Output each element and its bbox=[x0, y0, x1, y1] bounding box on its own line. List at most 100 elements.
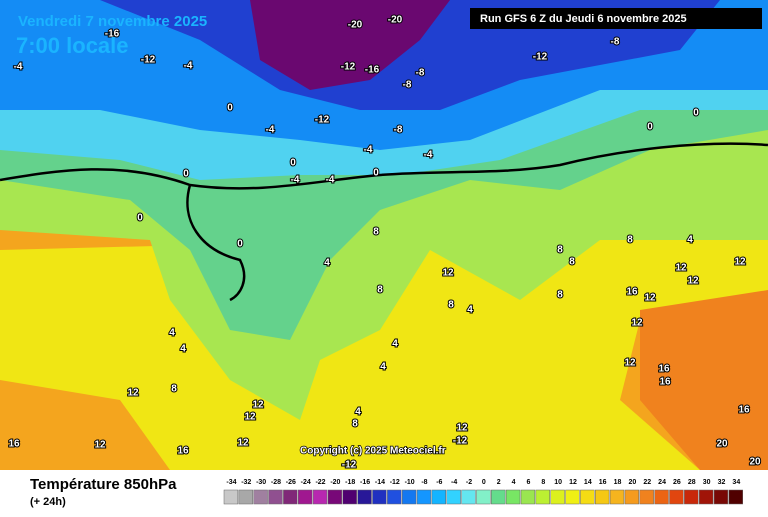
map-title: Vendredi 7 novembre 2025 bbox=[18, 13, 207, 30]
contour-label: -12 bbox=[341, 62, 356, 73]
contour-label: -12 bbox=[141, 55, 156, 66]
legend-label: 4 bbox=[512, 479, 516, 486]
zero-isotherm bbox=[0, 142, 768, 190]
legend-swatch bbox=[550, 489, 565, 505]
zone-orange-east bbox=[640, 290, 768, 470]
contour-label: 8 bbox=[171, 384, 177, 395]
legend-swatch bbox=[461, 489, 476, 505]
contour-label: 4 bbox=[169, 328, 175, 339]
contour-label: 12 bbox=[631, 318, 643, 329]
legend-swatch bbox=[639, 489, 654, 505]
contour-label: 12 bbox=[252, 400, 264, 411]
legend-swatch bbox=[431, 489, 446, 505]
contour-label: 12 bbox=[644, 293, 656, 304]
legend-label: -18 bbox=[345, 479, 355, 486]
legend-label: -2 bbox=[466, 479, 472, 486]
contour-labels: -4 -12 -16 -4 0 -4 -12 -20 -20 -12 -16 -8 -8 -8 -12 -8 0… bbox=[7, 14, 762, 472]
legend-label: -4 bbox=[451, 479, 457, 486]
legend-label: -14 bbox=[375, 479, 385, 486]
legend-label: -20 bbox=[330, 479, 340, 486]
legend-swatch bbox=[535, 489, 550, 505]
legend-swatch bbox=[565, 489, 580, 505]
legend-label: 10 bbox=[554, 479, 562, 486]
legend-label: 14 bbox=[584, 479, 592, 486]
contour-label: 16 bbox=[738, 405, 750, 416]
legend-label: 28 bbox=[688, 479, 696, 486]
legend-swatch bbox=[342, 489, 357, 505]
contour-label: 8 bbox=[557, 245, 563, 256]
legend: -34 -32 -30 -28 -26 -24 -22 -20 -18 -16 -14 -12 -10-… bbox=[223, 479, 744, 505]
contour-label: 12 bbox=[94, 440, 106, 451]
contour-label: 12 bbox=[624, 358, 636, 369]
map-subtitle: 7:00 locale bbox=[16, 33, 129, 58]
contour-label: 4 bbox=[392, 339, 398, 350]
legend-swatch bbox=[520, 489, 536, 505]
contour-label: 4 bbox=[180, 344, 186, 355]
legend-label: 18 bbox=[614, 479, 622, 486]
contour-label: -4 bbox=[266, 125, 275, 136]
contour-label: 16 bbox=[658, 364, 670, 375]
legend-swatch bbox=[268, 489, 283, 505]
legend-swatch bbox=[223, 489, 239, 505]
legend-swatch bbox=[713, 489, 729, 505]
contour-label: -16 bbox=[365, 65, 380, 76]
contour-label: 4 bbox=[467, 305, 473, 316]
contour-label: 12 bbox=[237, 438, 249, 449]
contour-label: 8 bbox=[373, 227, 379, 238]
contour-label: -4 bbox=[14, 62, 23, 73]
legend-swatch bbox=[595, 489, 610, 505]
contour-label: -4 bbox=[364, 145, 373, 156]
legend-swatch bbox=[728, 489, 744, 505]
contour-label: 12 bbox=[127, 388, 139, 399]
zero-isotherm bbox=[186, 184, 246, 302]
legend-swatch bbox=[387, 489, 402, 505]
lead-time: (+ 24h) bbox=[30, 496, 66, 508]
legend-swatch bbox=[669, 489, 684, 505]
contour-label: 0 bbox=[137, 213, 143, 224]
legend-label: 22 bbox=[643, 479, 651, 486]
legend-label: 24 bbox=[658, 479, 666, 486]
legend-swatch bbox=[298, 489, 313, 505]
contour-label: -4 bbox=[184, 61, 193, 72]
legend-label: 32 bbox=[718, 479, 726, 486]
contour-label: 12 bbox=[675, 263, 687, 274]
legend-label: 12 bbox=[569, 479, 577, 486]
contour-label: 12 bbox=[442, 268, 454, 279]
legend-label: 34 bbox=[732, 479, 740, 486]
contour-label: 4 bbox=[355, 407, 361, 418]
contour-label: -12 bbox=[453, 436, 468, 447]
contour-label: -12 bbox=[315, 115, 330, 126]
legend-swatch bbox=[312, 489, 328, 505]
contour-label: 0 bbox=[237, 239, 243, 250]
map bbox=[0, 0, 768, 470]
legend-label: 30 bbox=[703, 479, 711, 486]
zone-purple bbox=[250, 0, 450, 90]
legend-label: -6 bbox=[436, 479, 442, 486]
contour-label: -12 bbox=[342, 460, 357, 471]
legend-label: 6 bbox=[526, 479, 530, 486]
contour-label: 16 bbox=[626, 287, 638, 298]
legend-swatch bbox=[253, 489, 268, 505]
copyright: Copyright (c) 2025 Meteociel.fr bbox=[300, 446, 446, 457]
legend-swatch bbox=[476, 489, 491, 505]
contour-label: 0 bbox=[373, 168, 379, 179]
contour-label: 16 bbox=[177, 446, 189, 457]
contour-label: -20 bbox=[388, 15, 403, 26]
contour-label: 8 bbox=[557, 290, 563, 301]
legend-label: 16 bbox=[599, 479, 607, 486]
run-info: Run GFS 6 Z du Jeudi 6 novembre 2025 bbox=[480, 13, 687, 25]
contour-label: 16 bbox=[659, 377, 671, 388]
contour-label: 16 bbox=[8, 439, 20, 450]
contour-label: 12 bbox=[456, 423, 468, 434]
legend-swatch bbox=[491, 489, 506, 505]
legend-label: 0 bbox=[482, 479, 486, 486]
contour-label: 20 bbox=[749, 457, 761, 468]
legend-swatch bbox=[372, 489, 387, 505]
contour-label: -8 bbox=[403, 80, 412, 91]
contour-label: -20 bbox=[348, 20, 363, 31]
contour-label: 12 bbox=[687, 276, 699, 287]
legend-label: -10 bbox=[405, 479, 415, 486]
contour-label: 0 bbox=[693, 108, 699, 119]
legend-label: -32 bbox=[241, 479, 251, 486]
